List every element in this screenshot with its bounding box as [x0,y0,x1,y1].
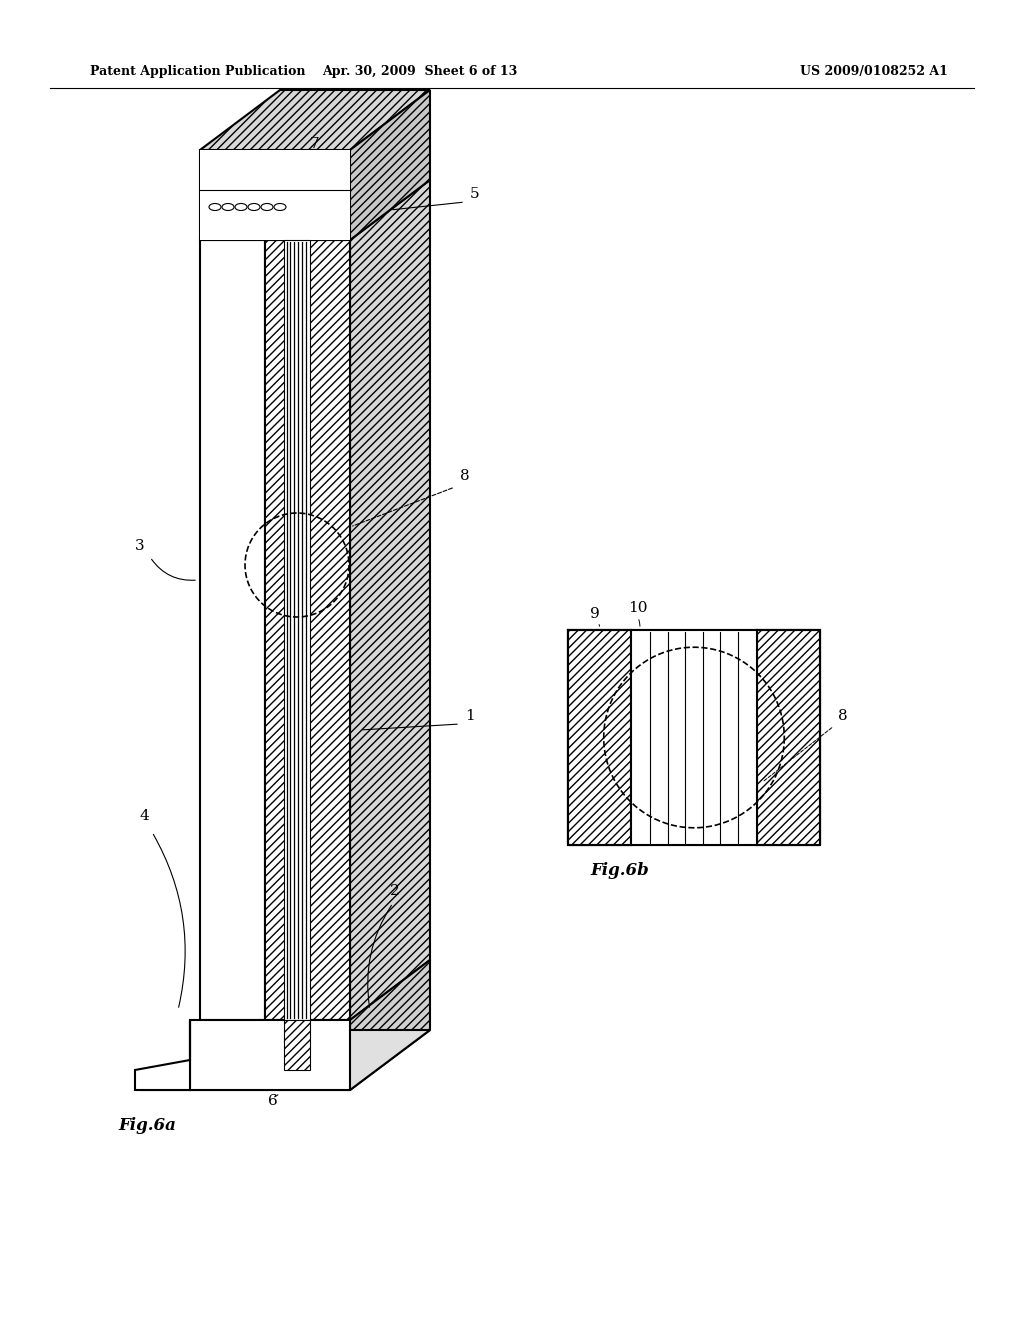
Polygon shape [135,1020,190,1090]
Text: 7: 7 [310,137,319,150]
Text: 2: 2 [390,884,399,898]
Polygon shape [568,630,631,845]
Ellipse shape [209,203,221,210]
Text: Patent Application Publication: Patent Application Publication [90,65,305,78]
Ellipse shape [261,203,273,210]
Polygon shape [350,90,430,240]
Polygon shape [350,180,430,1020]
Text: 6: 6 [268,1094,278,1107]
Text: 4: 4 [140,809,150,822]
Polygon shape [190,1020,350,1090]
Polygon shape [265,240,350,1020]
Text: 8: 8 [460,469,470,483]
Polygon shape [284,1020,310,1071]
Polygon shape [631,630,757,845]
Ellipse shape [274,203,286,210]
Ellipse shape [222,203,234,210]
Polygon shape [757,630,820,845]
Polygon shape [200,190,350,240]
Text: 1: 1 [465,709,475,723]
Text: Apr. 30, 2009  Sheet 6 of 13: Apr. 30, 2009 Sheet 6 of 13 [323,65,517,78]
Text: 5: 5 [470,187,479,201]
Polygon shape [568,630,820,845]
Text: 10: 10 [628,601,647,615]
Polygon shape [200,240,265,1020]
Text: Fig.6a: Fig.6a [118,1117,176,1134]
Polygon shape [200,150,350,240]
Text: 3: 3 [135,539,144,553]
Polygon shape [350,960,430,1090]
Text: US 2009/0108252 A1: US 2009/0108252 A1 [800,65,948,78]
Text: Fig.6b: Fig.6b [590,862,649,879]
Text: 9: 9 [590,607,600,620]
Polygon shape [200,180,430,240]
Ellipse shape [234,203,247,210]
Polygon shape [200,150,350,190]
Polygon shape [200,90,430,150]
Polygon shape [190,1030,430,1090]
Ellipse shape [248,203,260,210]
Text: 8: 8 [838,709,848,723]
Polygon shape [284,240,310,1020]
